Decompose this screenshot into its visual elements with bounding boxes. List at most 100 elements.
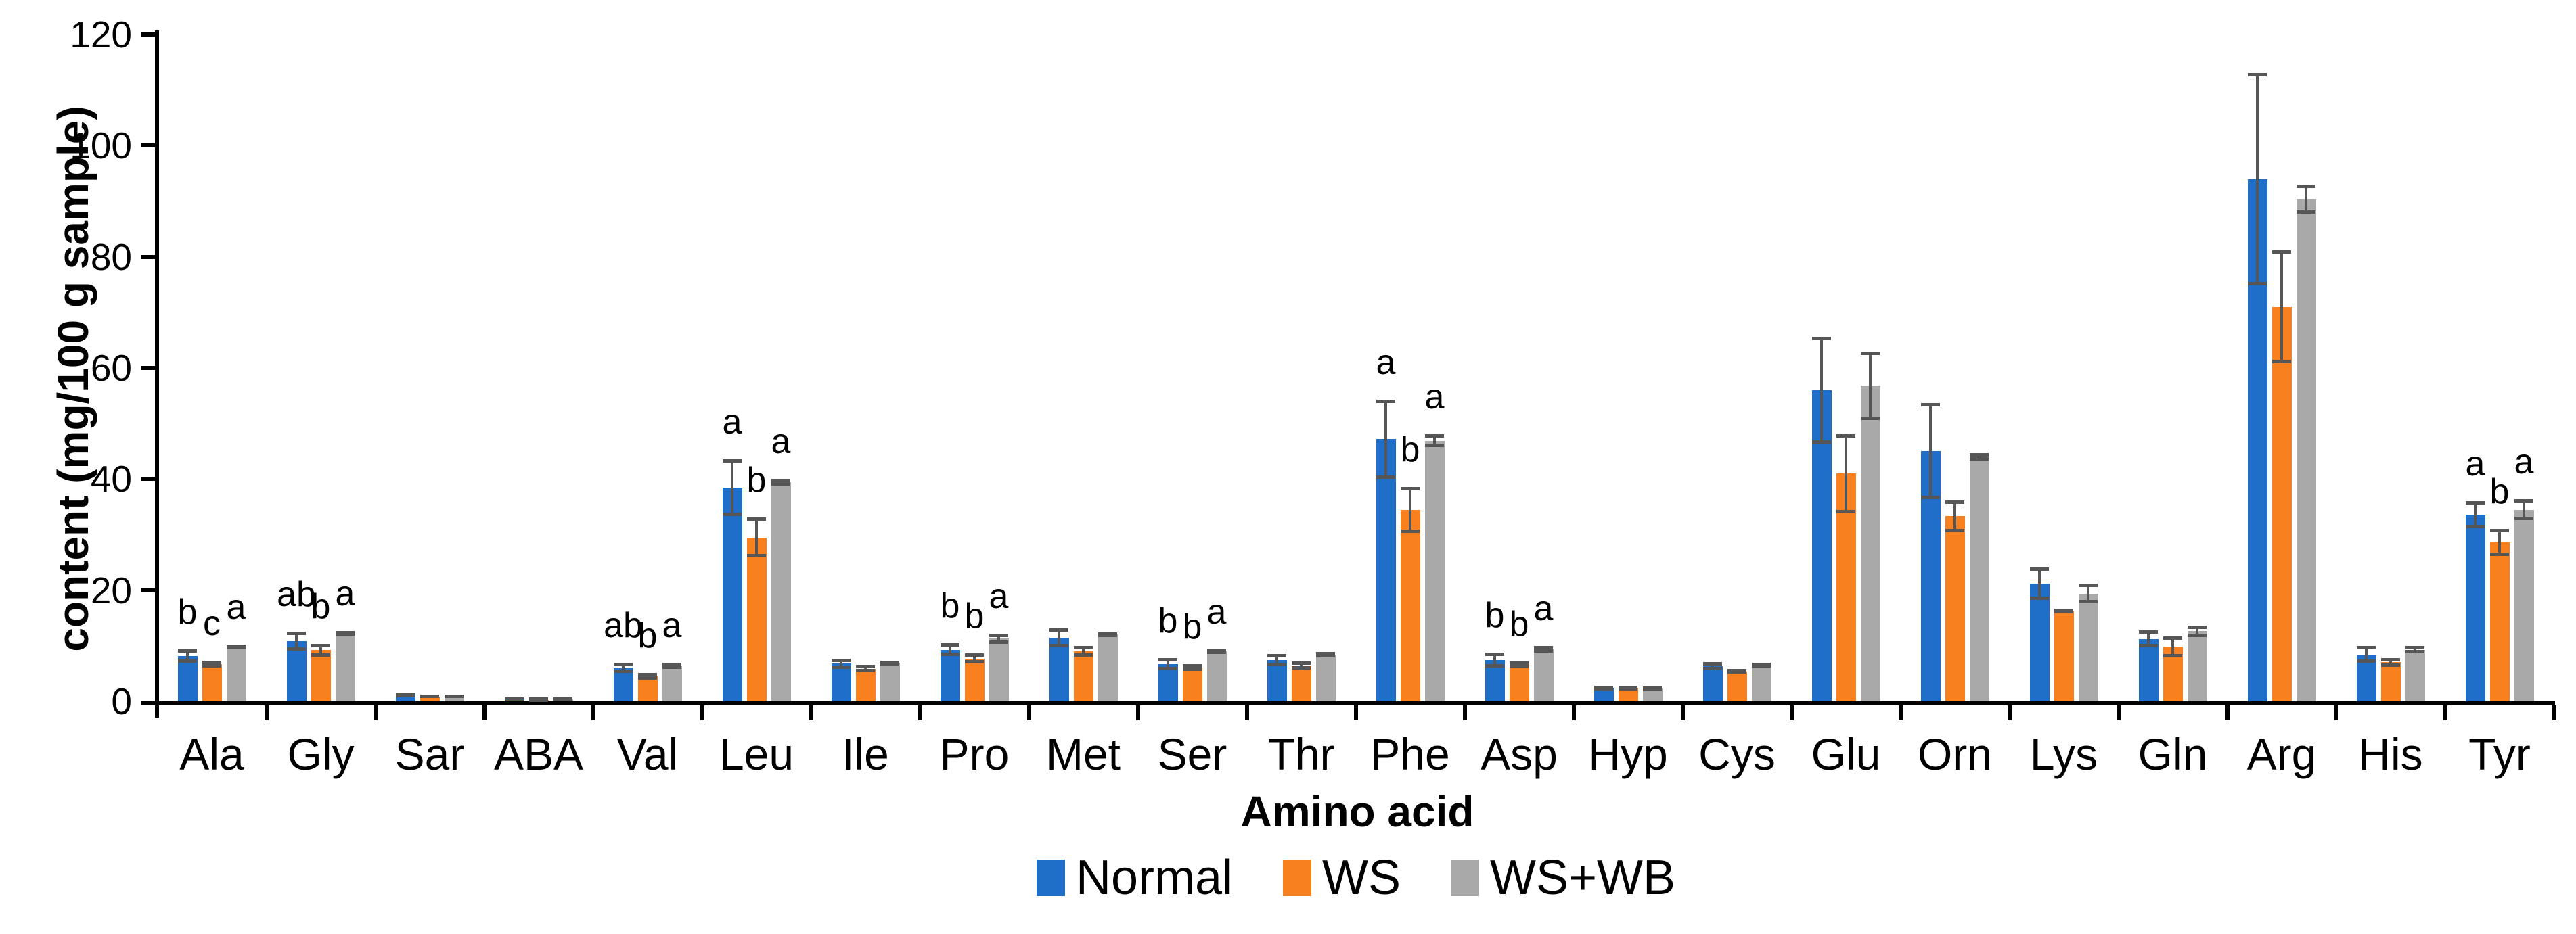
- error-bar: [997, 634, 1000, 643]
- error-bar: [779, 480, 782, 486]
- significance-letter: b: [940, 586, 960, 626]
- legend-label: WS+WB: [1490, 851, 1676, 905]
- error-bar-cap: [1485, 653, 1504, 657]
- legend-item-ws-wb: WS+WB: [1451, 854, 1675, 902]
- x-axis-line: [155, 701, 2555, 705]
- bar-normal-thr: [1267, 660, 1287, 701]
- error-bar-cap: [311, 644, 330, 648]
- bar-ws-sar: [420, 696, 440, 701]
- y-tick-label: 60: [90, 347, 132, 389]
- error-bar-cap: [1643, 687, 1662, 691]
- error-bar-cap: [2248, 72, 2267, 76]
- error-bar-cap: [227, 645, 246, 649]
- error-bar: [1275, 654, 1278, 666]
- category-label-val: Val: [616, 729, 679, 779]
- error-bar: [1167, 658, 1169, 670]
- significance-letter: a: [2465, 444, 2485, 484]
- error-bar-cap: [2466, 524, 2485, 528]
- bar-ws-wb-ile: [880, 663, 900, 701]
- error-bar-cap: [1074, 645, 1093, 649]
- error-bar-cap: [2466, 501, 2485, 505]
- error-bar-cap: [1945, 528, 1964, 532]
- error-bar-cap: [505, 697, 524, 701]
- error-bar: [1493, 653, 1496, 668]
- bar-normal-ile: [831, 663, 851, 701]
- significance-letter: b: [746, 460, 767, 500]
- error-bar-cap: [832, 658, 851, 662]
- x-tick: [1463, 705, 1467, 720]
- bar-ws-tyr: [2489, 542, 2510, 701]
- y-tick-label: 20: [90, 569, 132, 611]
- bar-normal-phe: [1376, 439, 1396, 701]
- error-bar-cap: [1921, 403, 1940, 407]
- error-bar-cap: [941, 652, 959, 656]
- error-bar-cap: [1074, 653, 1093, 657]
- legend-swatch-icon: [1036, 860, 1065, 896]
- y-tick: [141, 32, 155, 37]
- error-bar-cap: [614, 670, 633, 674]
- bar-ws-asp: [1509, 664, 1529, 701]
- error-bar: [840, 659, 842, 668]
- error-bar-cap: [2030, 567, 2049, 571]
- error-bar-cap: [2079, 599, 2098, 603]
- legend-swatch-icon: [1283, 860, 1312, 896]
- error-bar-cap: [2490, 529, 2509, 533]
- significance-letter: c: [203, 603, 221, 643]
- error-bar-cap: [941, 643, 959, 647]
- error-bar: [2147, 631, 2150, 647]
- legend-label: WS: [1322, 851, 1401, 905]
- error-bar: [2280, 251, 2283, 363]
- bar-ws-wb-lys: [2078, 593, 2098, 701]
- error-bar-cap: [747, 554, 766, 558]
- error-bar-cap: [1376, 475, 1395, 479]
- error-bar-cap: [2514, 517, 2533, 521]
- error-bar-cap: [2163, 636, 2182, 640]
- error-bar-cap: [2163, 654, 2182, 658]
- category-label-aba: ABA: [493, 729, 584, 779]
- error-bar-cap: [1267, 653, 1286, 657]
- bar-normal-val: [613, 668, 633, 701]
- bar-normal-hyp: [1594, 688, 1614, 701]
- error-bar: [2256, 73, 2259, 285]
- error-bar-cap: [1316, 651, 1335, 655]
- category-label-thr: Thr: [1267, 729, 1335, 779]
- error-bar-cap: [2405, 646, 2424, 650]
- error-bar: [1869, 352, 1872, 419]
- error-bar-cap: [2054, 610, 2073, 614]
- category-label-ile: Ile: [842, 729, 889, 779]
- error-bar-cap: [2139, 644, 2158, 648]
- error-bar-cap: [287, 647, 306, 651]
- error-bar-cap: [1292, 666, 1311, 670]
- significance-letter: a: [722, 402, 742, 442]
- error-bar: [731, 459, 733, 515]
- error-bar-cap: [1594, 686, 1613, 691]
- error-bar-cap: [856, 665, 875, 669]
- error-bar: [755, 517, 758, 557]
- x-tick: [2225, 705, 2230, 720]
- bar-normal-gln: [2138, 638, 2159, 701]
- error-bar-cap: [553, 697, 572, 701]
- error-bar-cap: [1292, 661, 1311, 666]
- bar-ws-thr: [1291, 666, 1311, 701]
- error-bar-cap: [2188, 633, 2207, 637]
- x-tick: [374, 705, 378, 720]
- significance-letter: ab: [277, 575, 316, 615]
- error-bar-cap: [771, 479, 790, 483]
- error-bar: [2498, 530, 2501, 555]
- error-bar: [2365, 647, 2368, 663]
- error-bar: [319, 645, 322, 656]
- y-tick: [141, 254, 155, 259]
- x-tick: [700, 705, 704, 720]
- bar-normal-lys: [2029, 583, 2050, 701]
- error-bar: [210, 661, 213, 668]
- error-bar: [2414, 647, 2416, 653]
- bar-ws-wb-pro: [989, 638, 1009, 701]
- x-axis-title: Amino acid: [1240, 787, 1474, 836]
- bar-ws-phe: [1400, 510, 1420, 701]
- bar-normal-leu: [722, 487, 742, 701]
- x-tick: [1572, 705, 1576, 720]
- error-bar-cap: [1836, 434, 1855, 438]
- error-bar-cap: [1861, 416, 1880, 420]
- bar-ws-gly: [311, 650, 331, 701]
- y-tick: [141, 588, 155, 592]
